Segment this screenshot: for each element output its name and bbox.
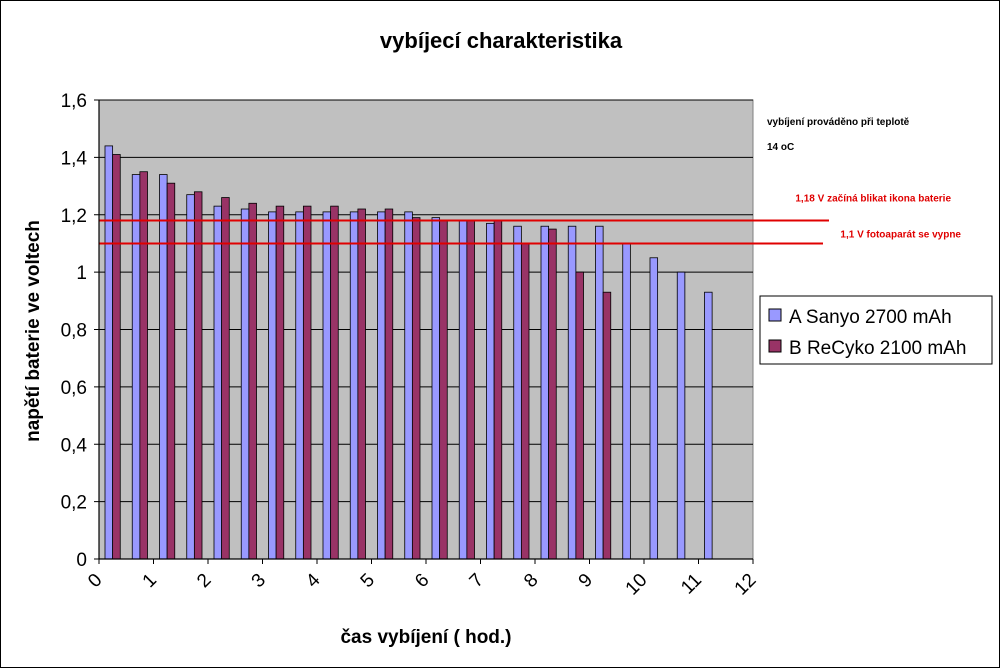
- bar-a: [676, 271, 686, 560]
- bar-a: [104, 145, 114, 560]
- bar-b: [139, 171, 148, 560]
- x-tick-label: 9: [575, 570, 597, 592]
- x-axis-title: čas vybíjení ( hod.): [340, 627, 511, 648]
- x-tick-label: 7: [466, 570, 488, 592]
- bar-a: [431, 217, 441, 560]
- bar-a: [268, 211, 277, 560]
- legend-box: [759, 295, 993, 365]
- x-tick-label: 5: [357, 570, 379, 592]
- x-tick-label: 11: [677, 570, 706, 599]
- bar-b: [112, 154, 121, 560]
- bar-b: [193, 191, 203, 560]
- y-tick-label: 1: [76, 263, 87, 284]
- bar-a: [295, 211, 304, 560]
- x-tick-label: 4: [302, 569, 325, 592]
- legend-label-b: B ReCyko 2100 mAh: [789, 338, 966, 359]
- note-line-2: 14 oC: [767, 142, 794, 153]
- y-tick-label: 0: [76, 550, 87, 571]
- bar-a: [595, 225, 604, 560]
- bar-b: [411, 217, 421, 560]
- bar-a: [704, 291, 713, 560]
- bar-a: [513, 225, 522, 560]
- legend-swatch-a: [768, 308, 782, 322]
- reference-line-label: 1,1 V fotoaparát se vypne: [840, 229, 961, 240]
- x-tick-label: 6: [411, 570, 433, 592]
- bar-b: [439, 220, 448, 560]
- bar-a: [486, 222, 495, 560]
- y-axis-title: napětí baterie ve voltech: [23, 220, 44, 442]
- bar-b: [493, 220, 503, 560]
- x-tick-label: 10: [622, 570, 652, 600]
- reference-lines: 1,18 V začíná blikat ikona baterie 1,1 V …: [99, 193, 961, 245]
- note-line-1: vybíjení prováděno při teplotě: [767, 117, 910, 128]
- bar-a: [213, 205, 223, 560]
- bar-b: [221, 197, 230, 560]
- legend: A Sanyo 2700 mAh B ReCyko 2100 mAh: [759, 295, 993, 365]
- axes: [94, 99, 754, 564]
- bar-a: [322, 211, 332, 560]
- legend-label-a: A Sanyo 2700 mAh: [789, 307, 952, 328]
- y-axis-ticks: 0 0,2 0,4 0,6 0,8 1 1,2 1,4 1,6: [61, 91, 88, 571]
- x-tick-label: 0: [84, 570, 106, 592]
- bar-a: [649, 257, 659, 560]
- x-axis-ticks: 0 1 2 3 4 5 6 7 8 9 10 11 12: [84, 569, 760, 599]
- x-tick-label: 12: [731, 570, 761, 600]
- bar-b: [302, 205, 312, 560]
- bar-b: [602, 291, 612, 560]
- bar-a: [240, 208, 250, 560]
- bar-a: [349, 211, 359, 560]
- bar-a: [186, 194, 195, 560]
- y-tick-label: 0,8: [61, 321, 87, 342]
- gridlines: [99, 99, 753, 503]
- bar-b: [248, 202, 257, 560]
- x-tick-label: 2: [193, 570, 215, 592]
- bars: [104, 145, 713, 560]
- bar-a: [404, 211, 413, 560]
- x-tick-label: 3: [248, 570, 270, 592]
- y-tick-label: 1,4: [61, 148, 88, 169]
- x-tick-label: 1: [139, 570, 161, 592]
- bar-b: [520, 243, 530, 560]
- bar-a: [131, 174, 141, 560]
- y-tick-label: 0,6: [61, 378, 87, 399]
- bar-b: [357, 208, 366, 560]
- y-tick-label: 1,6: [61, 91, 87, 112]
- bar-a: [567, 225, 577, 560]
- y-tick-label: 0,4: [61, 435, 88, 456]
- y-tick-label: 0,2: [61, 493, 87, 514]
- y-tick-label: 1,2: [61, 206, 87, 227]
- bar-b: [166, 182, 176, 560]
- legend-swatch-b: [768, 339, 782, 353]
- bar-a: [458, 220, 468, 560]
- bar-b: [384, 208, 394, 560]
- bar-b: [548, 228, 557, 560]
- bar-b: [466, 220, 475, 560]
- reference-line-label: 1,18 V začíná blikat ikona baterie: [795, 193, 951, 204]
- bar-b: [275, 205, 285, 560]
- bar-b: [575, 271, 584, 560]
- x-tick-label: 8: [520, 570, 542, 592]
- bar-b: [330, 205, 339, 560]
- bar-a: [377, 211, 386, 560]
- bar-a: [540, 225, 550, 560]
- bar-a: [159, 174, 168, 560]
- bar-a: [622, 243, 631, 560]
- chart-title: vybíjecí charakteristika: [380, 28, 623, 53]
